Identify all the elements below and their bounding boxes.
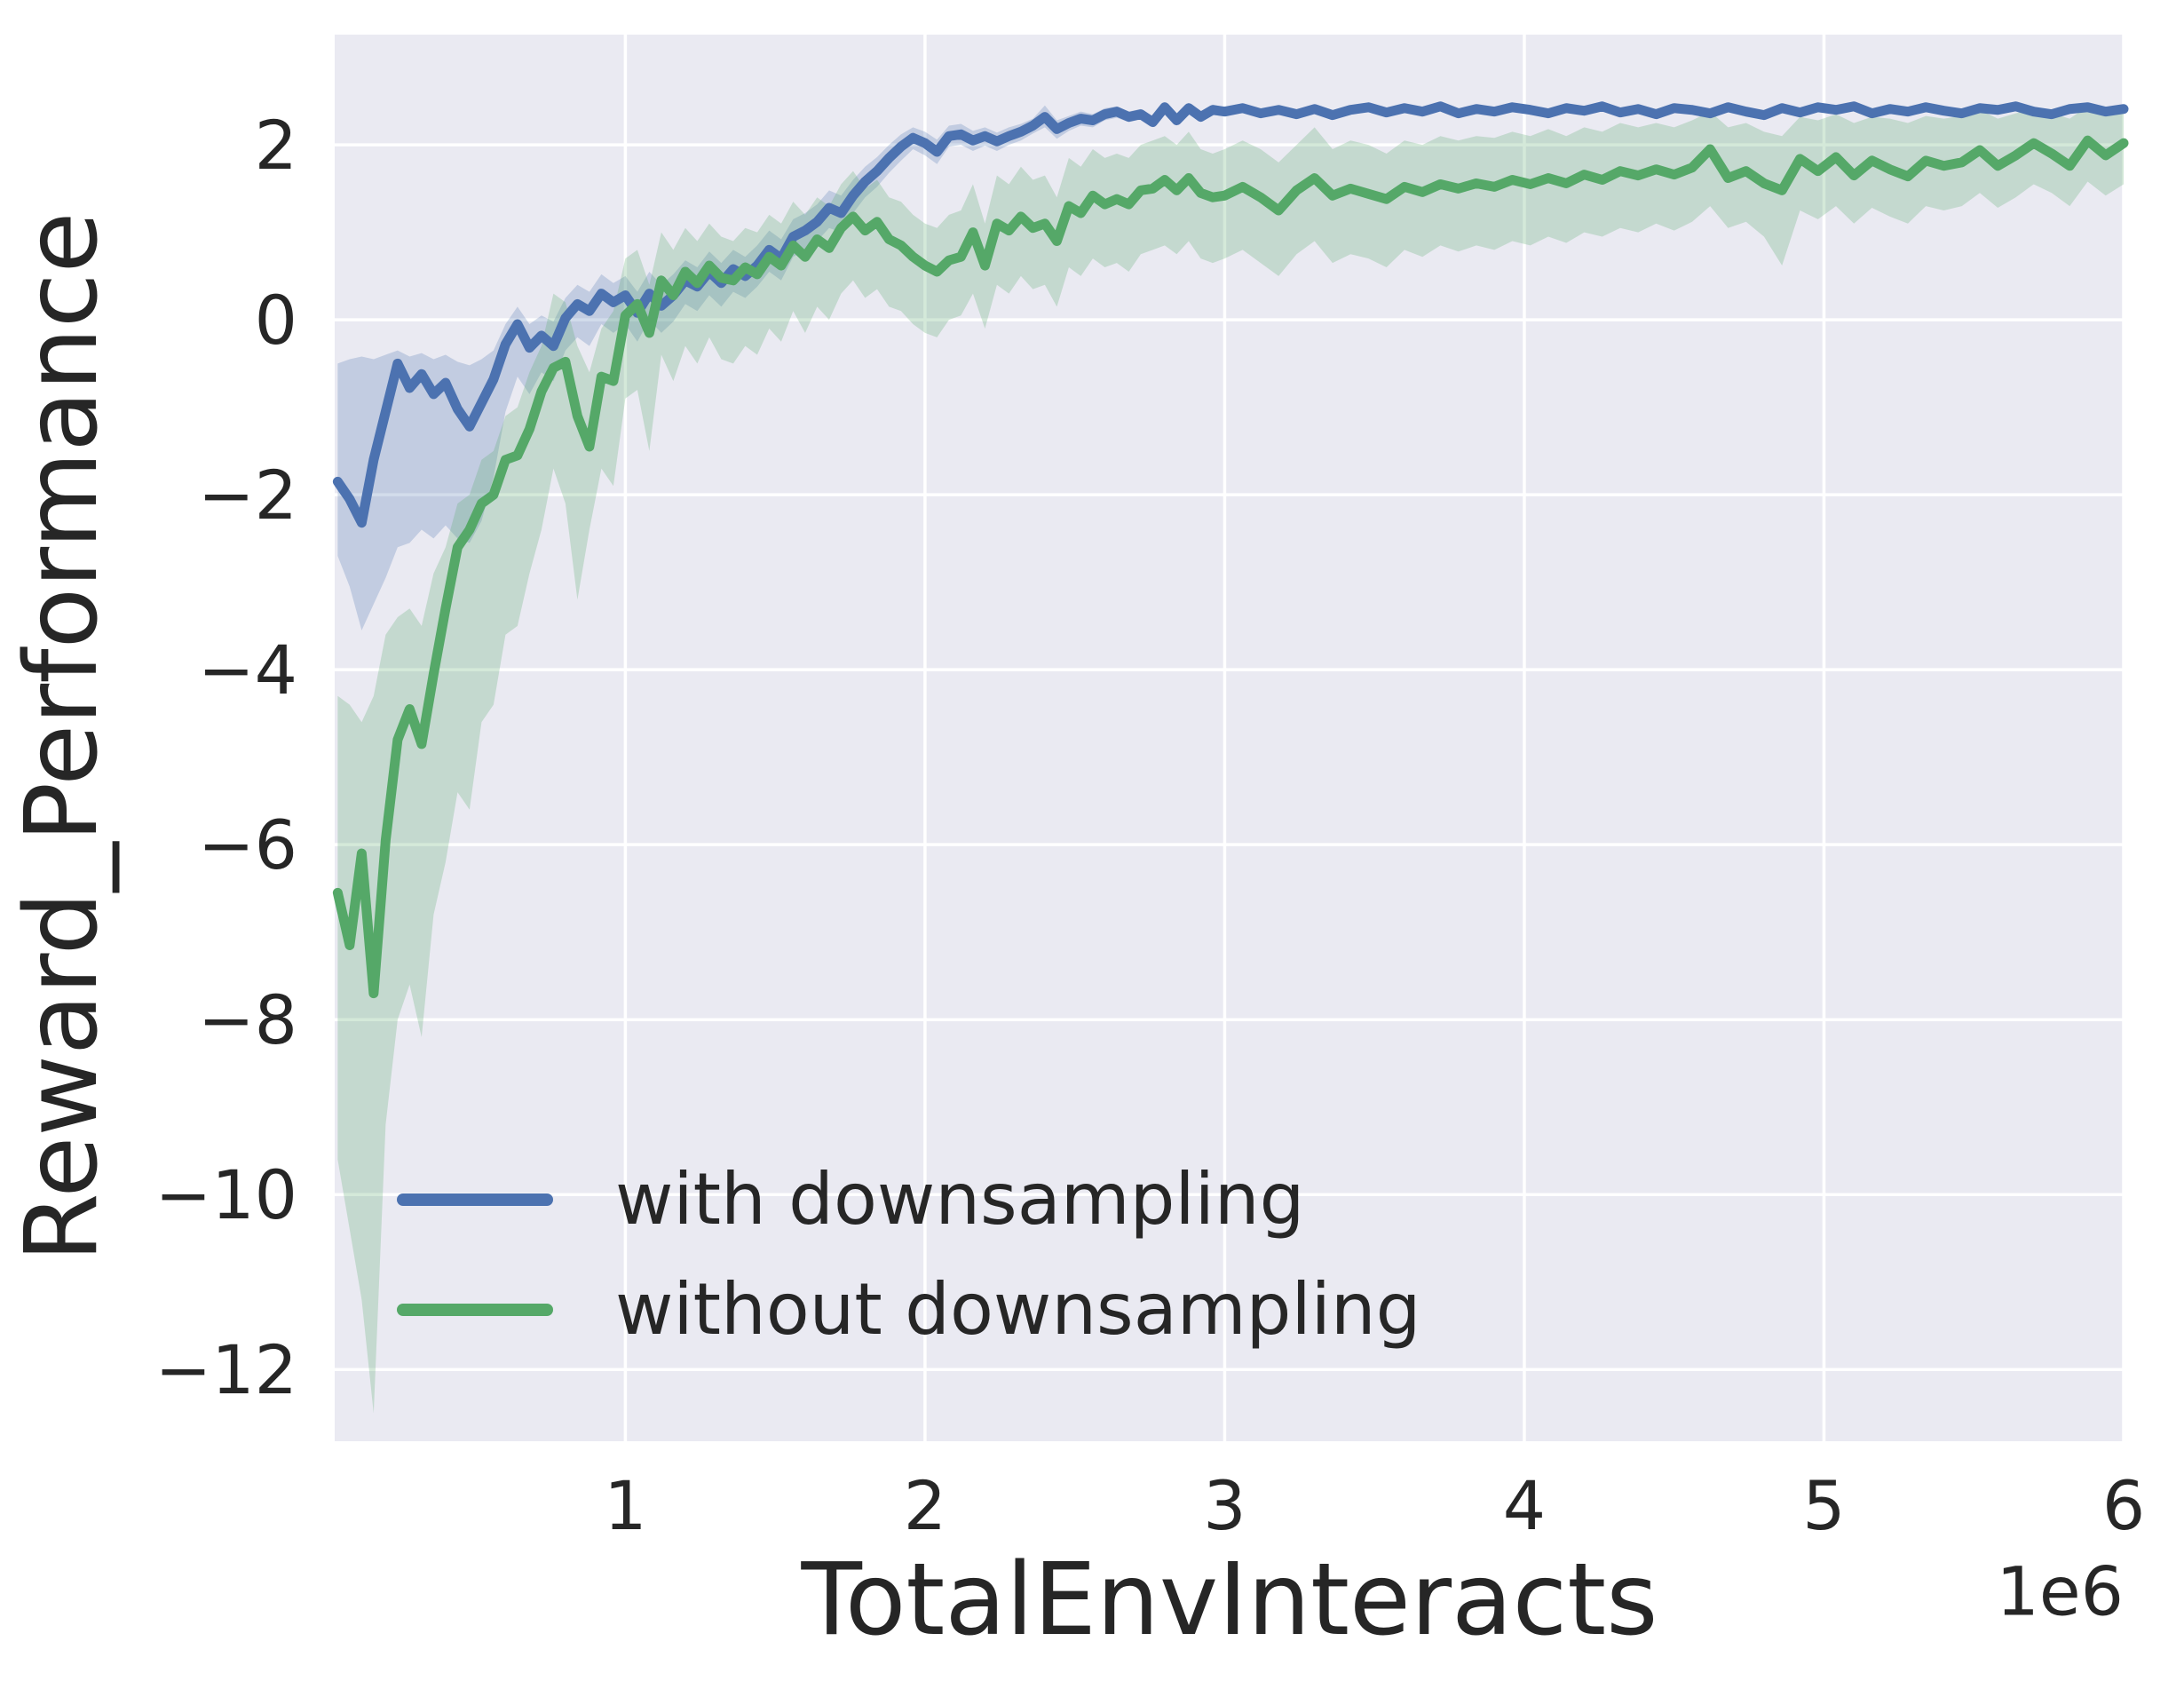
x-tick-label: 3	[1203, 1466, 1246, 1545]
y-tick-label: −12	[155, 1330, 297, 1409]
y-tick-label: 2	[255, 106, 297, 185]
legend-line-icon	[397, 1193, 553, 1206]
y-tick-label: −10	[155, 1155, 297, 1234]
y-tick-label: 0	[255, 281, 297, 360]
x-axis-label: TotalEnvInteracts	[801, 1542, 1658, 1658]
series-line-with-downsampling	[332, 101, 2129, 528]
y-axis-label: Reward_Performance	[4, 211, 120, 1263]
legend-line-icon	[397, 1304, 553, 1316]
series-line-without-downsampling	[332, 135, 2129, 999]
x-tick-label: 4	[1503, 1466, 1546, 1545]
x-tick-label: 2	[904, 1466, 946, 1545]
y-tick-label: −2	[198, 456, 297, 535]
y-tick-label: −6	[198, 805, 297, 884]
legend-label: with downsampling	[615, 1158, 1305, 1241]
x-tick-label: 1	[604, 1466, 646, 1545]
legend-label: without downsampling	[615, 1268, 1421, 1351]
y-tick-label: −4	[198, 630, 297, 710]
x-axis-offset-label: 1e6	[1996, 1551, 2124, 1631]
x-tick-label: 6	[2102, 1466, 2145, 1545]
legend-item-with-downsampling: with downsampling	[397, 1164, 1420, 1235]
legend: with downsampling without downsampling	[397, 1164, 1420, 1345]
y-tick-label: −8	[198, 980, 297, 1059]
x-tick-label: 5	[1802, 1466, 1845, 1545]
legend-item-without-downsampling: without downsampling	[397, 1274, 1420, 1345]
